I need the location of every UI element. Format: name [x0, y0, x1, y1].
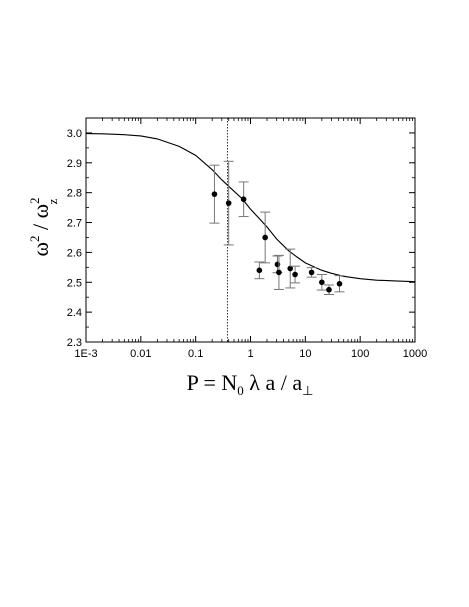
y-tick-label: 2.7: [67, 218, 82, 230]
axis-ticks-layer: 1E-3 0.01 0.1 1 10 100 1000 2.3 2.4 2.5 2.6 2.7 2.8 2…: [67, 118, 427, 360]
y-tick-label: 2.9: [67, 158, 82, 170]
plot-frame-layer: [85, 117, 416, 343]
y-title-sub2: z: [45, 198, 60, 204]
x-tick-label: 10: [299, 348, 311, 360]
x-tick-label: 0.1: [188, 348, 203, 360]
x-tick-label: 0.01: [130, 348, 151, 360]
x-tick-label: 100: [351, 348, 369, 360]
data-point: [308, 269, 315, 276]
x-title-prefix: P = N: [187, 370, 238, 395]
data-point: [292, 271, 298, 278]
data-point: [211, 191, 218, 197]
data-point: [326, 286, 332, 293]
data-point: [256, 267, 263, 274]
data-points-layer: [209, 160, 345, 296]
y-tick-label: 2.4: [67, 307, 82, 319]
x-tick-label: 1000: [403, 348, 427, 360]
x-axis-title: P = N0 λ a / a⊥: [187, 370, 314, 398]
curve-layer: [85, 132, 416, 283]
data-point: [287, 265, 294, 272]
plot-frame: [85, 117, 416, 343]
data-point: [225, 200, 232, 206]
x-tick-label: 1E-3: [74, 348, 97, 360]
y-axis-title: ω2 / ω2 z: [27, 197, 60, 256]
y-title-sup2: 2: [27, 197, 42, 204]
y-title-sup1: 2: [27, 236, 42, 243]
y-title-slash: / ω: [28, 204, 53, 236]
x-title-sub1: 0: [237, 383, 244, 398]
x-title-sub2: ⊥: [302, 383, 313, 398]
data-point: [276, 269, 282, 276]
theory-curve: [85, 132, 416, 283]
data-point: [336, 280, 343, 287]
data-point: [262, 234, 268, 241]
data-point: [319, 279, 325, 286]
data-point: [240, 196, 247, 203]
x-tick-label: 1: [247, 348, 253, 360]
y-tick-label: 2.5: [67, 277, 82, 289]
y-tick-label: 2.8: [67, 188, 82, 200]
y-tick-label: 2.6: [67, 247, 82, 259]
x-title-mid: λ a / a: [244, 370, 303, 395]
y-title-omega: ω: [28, 242, 53, 256]
y-tick-label: 2.3: [67, 337, 82, 349]
y-tick-label: 3.0: [67, 128, 82, 140]
